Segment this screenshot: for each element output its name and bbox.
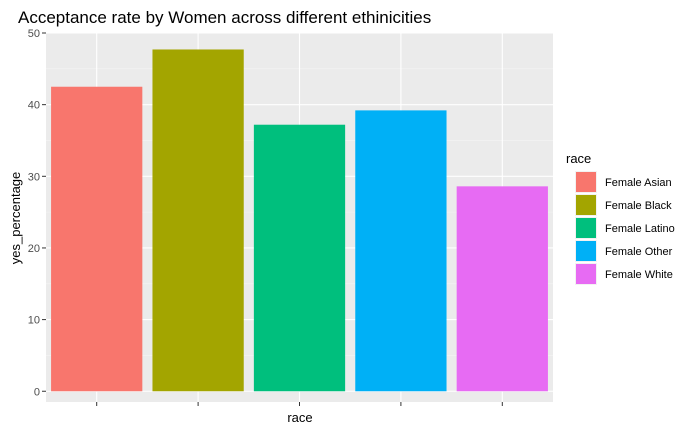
legend-swatch (576, 264, 596, 284)
legend: race Female Asian Female Black Female Lati… (566, 151, 675, 285)
y-tick-label: 20 (28, 243, 40, 255)
y-tick-label: 50 (28, 28, 40, 40)
legend-label: Female Asian (605, 177, 672, 189)
legend-swatch (576, 172, 596, 192)
legend-label: Female Black (605, 200, 672, 212)
legend-swatch (576, 218, 596, 238)
x-axis (96, 402, 503, 406)
legend-label: Female White (605, 269, 673, 281)
bars (51, 49, 548, 392)
x-axis-title: race (287, 410, 312, 425)
chart-title: Acceptance rate by Women across differen… (18, 8, 431, 27)
legend-label: Female Other (605, 246, 673, 258)
y-tick-label: 0 (34, 386, 40, 398)
bar (51, 86, 143, 392)
bar (456, 186, 548, 392)
legend-swatch (576, 195, 596, 215)
legend-title: race (566, 151, 591, 166)
y-tick-label: 40 (28, 100, 40, 112)
bar (253, 124, 346, 392)
y-axis-title: yes_percentage (8, 172, 23, 265)
y-tick-label: 30 (28, 171, 40, 183)
y-axis: 0 10 20 30 40 50 (28, 28, 46, 398)
legend-label: Female Latino (605, 223, 675, 235)
y-tick-label: 10 (28, 315, 40, 327)
bar (152, 49, 244, 392)
legend-swatch (576, 241, 596, 261)
bar (355, 110, 447, 392)
